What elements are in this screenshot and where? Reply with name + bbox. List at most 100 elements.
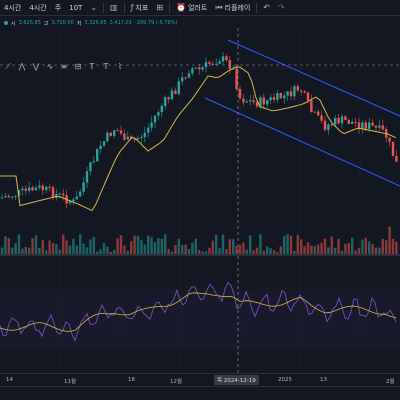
timeframe-4h-left[interactable]: 4시간: [4, 3, 22, 12]
top-toolbar: 4시간 4시간 주 10T ⌄ ▥ ƒ 지표 ⊞ ⏰ 얼러트 ⏮ 리플레이 ↶ …: [0, 0, 400, 16]
volume-bar: [381, 238, 384, 256]
candle-body: [157, 112, 160, 116]
trend-line-icon[interactable]: ⟋: [5, 62, 11, 71]
volume-bar: [313, 246, 316, 256]
time-label: 18: [128, 377, 135, 383]
volume-bar: [388, 226, 391, 256]
candle-body: [150, 122, 153, 128]
text-icon[interactable]: T: [89, 62, 95, 71]
volume-bar: [191, 242, 194, 256]
timeframe-10t[interactable]: 10T: [69, 3, 83, 12]
candle-body: [371, 122, 374, 126]
volume-bar: [45, 250, 48, 256]
time-axis[interactable]: 14 11월 18 12월 목 2024-12-19 2025 13 2월: [0, 373, 400, 385]
candle-body: [92, 161, 95, 163]
indicators-label: 지표: [135, 3, 149, 12]
candle-body: [286, 91, 289, 96]
chart-grid: [0, 28, 400, 373]
candle-body: [354, 121, 357, 123]
volume-bar: [55, 244, 58, 256]
redo-icon[interactable]: ↷: [277, 3, 285, 12]
volume-bar: [106, 246, 109, 256]
range-icon[interactable]: ⊟: [74, 62, 82, 71]
price-chart[interactable]: [0, 28, 400, 373]
high-label: 고: [43, 20, 49, 27]
pane-divider[interactable]: [0, 254, 400, 256]
candle-body: [306, 92, 310, 101]
volume-bar: [65, 240, 68, 256]
volume-bar: [201, 251, 204, 256]
candle-body: [283, 95, 286, 99]
replay-icon: ⏮: [215, 2, 223, 12]
candle-body: [75, 196, 78, 200]
fib-icon[interactable]: ≡: [60, 62, 68, 71]
zigzag-icon[interactable]: ⋀: [18, 62, 26, 71]
volume-bar: [259, 234, 262, 256]
wave-icon[interactable]: ∿: [46, 62, 54, 71]
volume-bar: [34, 235, 38, 256]
volume-bar: [340, 250, 344, 256]
volume-bar: [85, 247, 89, 256]
alarm-clock-icon: ⏰: [176, 3, 186, 12]
volume-bar: [187, 249, 191, 256]
candle-body: [303, 91, 306, 93]
volume-bar: [351, 237, 354, 256]
pattern-icon[interactable]: ⋁: [32, 62, 40, 71]
volume-bar: [385, 240, 388, 256]
bottom-bar: [0, 386, 400, 400]
candlestick-type-icon[interactable]: ▥: [110, 3, 118, 12]
volume-bar: [306, 242, 310, 256]
volume-bar: [378, 247, 381, 256]
volume-bar: [0, 247, 4, 256]
crosshair-date-label: 목 2024-12-19: [214, 375, 259, 385]
candle-body: [11, 196, 14, 198]
alert-button[interactable]: ⏰ 얼러트: [172, 0, 211, 15]
timeframe-week[interactable]: 주: [54, 3, 62, 12]
volume-bar: [68, 245, 72, 256]
volume-bar: [21, 248, 24, 256]
trend-channel[interactable]: [204, 39, 400, 187]
candle-body: [323, 120, 327, 130]
volume-bar: [215, 234, 218, 256]
volume-bar: [395, 241, 398, 256]
timeframe-4h[interactable]: 4시간: [29, 3, 47, 12]
candle-body: [228, 60, 231, 69]
candle-body: [317, 111, 320, 116]
toolbar-divider: [103, 2, 105, 13]
channel-upper-line: [227, 39, 400, 117]
candle-body: [31, 187, 34, 191]
volume-bar: [249, 235, 252, 256]
volume-bar: [272, 250, 276, 256]
candle-body: [269, 97, 272, 101]
drawing-tools: ⟋ ⋀ ⋁ ∿ ≡ ⊟ T T ⌇: [0, 60, 125, 74]
volume-bar: [11, 247, 14, 256]
candle-body: [361, 122, 364, 129]
candle-body: [55, 193, 58, 198]
rsi-ma-line: [0, 292, 397, 332]
volume-bar: [31, 238, 34, 256]
candle-body: [17, 190, 21, 196]
indicators-button[interactable]: ƒ 지표: [127, 0, 153, 15]
candle-body: [82, 182, 85, 192]
volume-bar: [181, 244, 184, 256]
volume-bar: [371, 243, 374, 256]
candle-body: [300, 90, 303, 92]
undo-icon[interactable]: ↶: [263, 3, 270, 12]
volume-bar: [255, 247, 259, 256]
volume-bar: [89, 239, 92, 256]
candle-body: [174, 90, 177, 95]
replay-button[interactable]: ⏮ 리플레이: [211, 0, 254, 15]
candle-body: [28, 187, 31, 191]
candle-body: [235, 68, 238, 90]
candle-body: [262, 97, 265, 105]
candle-body: [79, 191, 82, 197]
volume-bar: [62, 234, 65, 256]
anchored-text-icon[interactable]: T: [103, 62, 109, 71]
volume-bar: [7, 237, 10, 256]
layout-grid-icon[interactable]: ⊞: [156, 3, 164, 12]
chevron-down-icon[interactable]: ⌄: [90, 3, 98, 12]
volume-bar: [38, 247, 41, 256]
brush-icon[interactable]: ⌇: [118, 62, 122, 71]
volume-bar: [75, 245, 78, 256]
candle-body: [215, 63, 218, 65]
